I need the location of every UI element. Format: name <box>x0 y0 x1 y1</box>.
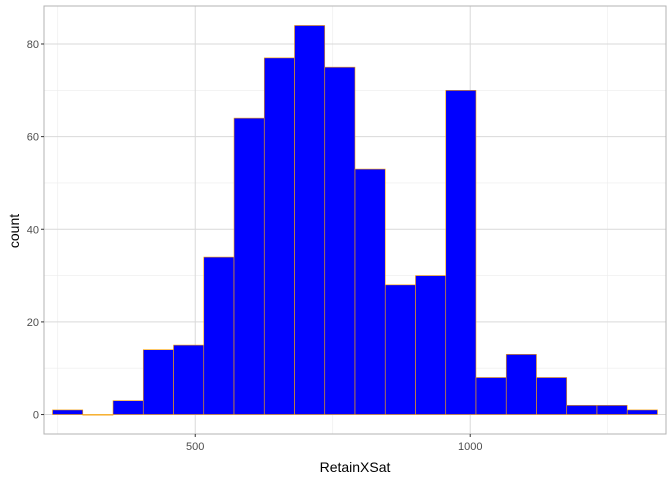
y-tick-label: 20 <box>27 317 39 329</box>
histogram-bar <box>596 404 628 415</box>
histogram-bar <box>536 377 568 415</box>
histogram-bar <box>82 414 114 416</box>
y-tick-label: 0 <box>33 410 39 422</box>
y-tick-label: 60 <box>27 132 39 144</box>
y-axis-ticks: 0 20 40 60 80 <box>27 39 44 422</box>
y-axis-title: count <box>6 214 22 248</box>
x-tick-label: 500 <box>186 441 204 453</box>
x-tick-label: 1000 <box>458 441 482 453</box>
panel-border <box>43 5 667 435</box>
x-axis-title: RetainXSat <box>320 459 391 475</box>
y-tick-label: 80 <box>27 39 39 51</box>
histogram-bar <box>445 90 477 415</box>
histogram-bar <box>505 354 537 415</box>
y-tick-label: 40 <box>27 224 39 236</box>
plot-panel <box>43 5 667 435</box>
histogram-bar <box>52 409 84 415</box>
histogram-bar <box>112 400 144 415</box>
histogram-bar <box>173 344 205 415</box>
histogram-bar <box>294 25 326 415</box>
x-axis-ticks: 500 1000 <box>186 434 482 453</box>
histogram-bar <box>384 284 416 415</box>
histogram-bar <box>626 409 658 415</box>
histogram-bar <box>142 349 174 415</box>
histogram-bar <box>415 275 447 415</box>
histogram-bar <box>324 66 356 415</box>
histogram-bar <box>354 168 386 415</box>
histogram-bar <box>566 404 598 415</box>
histogram-bar <box>263 57 295 415</box>
histogram-bar <box>203 256 235 415</box>
histogram-bar <box>475 377 507 415</box>
histogram-bar <box>233 117 265 415</box>
